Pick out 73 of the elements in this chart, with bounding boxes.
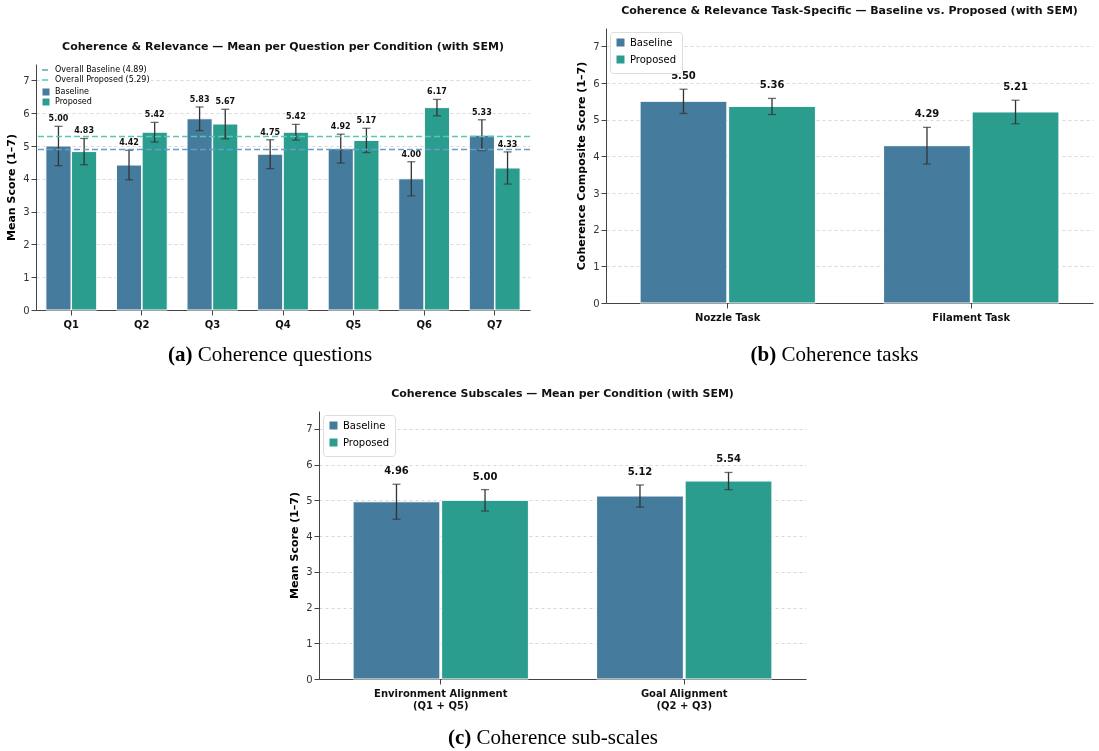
x-tick-label: Q4	[275, 318, 291, 330]
chart-title: Coherence & Relevance — Mean per Question per Condition (with SEM)	[62, 40, 504, 53]
y-tick-label: 4	[23, 173, 30, 185]
x-tick-label: Q5	[345, 318, 362, 330]
y-tick-label: 7	[23, 74, 30, 86]
legend-label: Proposed	[343, 436, 390, 448]
data-label: 5.17	[356, 116, 377, 126]
data-label: 5.54	[716, 453, 741, 465]
x-tick-label: Nozzle Task	[695, 311, 761, 323]
x-tick-label: Q2	[134, 318, 150, 330]
data-label: 5.21	[1003, 81, 1028, 93]
chart-title: Coherence Subscales — Mean per Condition (with SEM)	[391, 387, 734, 400]
data-label: 4.00	[401, 149, 422, 159]
legend-label: Overall Baseline (4.89)	[55, 65, 147, 74]
data-label: 5.33	[472, 107, 492, 117]
y-tick-label: 5	[306, 494, 313, 506]
chart-title: Coherence & Relevance Task-Specific — Baseline vs. Proposed (with SEM)	[621, 4, 1078, 17]
data-label: 4.83	[74, 126, 94, 136]
x-tick-label: Q7	[486, 318, 503, 330]
y-tick-label: 7	[593, 40, 600, 52]
x-tick-label: Filament Task	[932, 311, 1011, 323]
y-tick-label: 2	[593, 224, 600, 236]
legend-label: Overall Proposed (5.29)	[55, 75, 150, 84]
y-tick-label: 6	[593, 77, 600, 89]
y-tick-label: 7	[306, 423, 313, 435]
y-tick-label: 5	[23, 140, 30, 152]
y-tick-label: 1	[23, 271, 30, 283]
y-tick-label: 6	[23, 107, 30, 119]
y-tick-label: 3	[306, 566, 313, 578]
text: (c) Coherence sub-scales	[447, 725, 659, 750]
y-tick-label: 1	[306, 637, 313, 649]
data-label: 5.67	[215, 97, 236, 107]
text: (b) Coherence tasks	[749, 342, 920, 367]
x-tick-label: Q1	[63, 318, 80, 330]
data-label: 5.83	[189, 94, 210, 104]
y-tick-label: 6	[306, 459, 313, 471]
y-tick-label: 3	[593, 187, 600, 199]
legend-label: Baseline	[55, 87, 89, 96]
data-label: 5.00	[472, 470, 498, 482]
x-tick-label: Q6	[416, 318, 432, 330]
data-label: 4.92	[330, 122, 351, 132]
data-label: 5.36	[759, 79, 785, 91]
x-tick-label: Environment Alignment (Q1 + Q5)	[374, 687, 508, 711]
y-axis-title: Mean Score (1–7)	[5, 133, 19, 242]
y-tick-label: 5	[593, 114, 600, 126]
y-tick-label: 0	[23, 304, 30, 316]
y-tick-label: 1	[593, 260, 600, 272]
y-tick-label: 0	[593, 297, 600, 309]
y-tick-label: 3	[23, 206, 30, 218]
legend-label: Proposed	[630, 53, 677, 65]
data-label: 5.42	[285, 112, 306, 122]
data-label: 4.29	[914, 108, 940, 120]
y-tick-label: 0	[306, 673, 313, 685]
y-tick-label: 2	[23, 238, 30, 250]
legend-label: Baseline	[343, 419, 386, 431]
data-label: 4.33	[497, 139, 518, 149]
data-label: 5.00	[48, 114, 69, 124]
y-tick-label: 4	[593, 150, 600, 162]
data-label: 6.17	[427, 87, 447, 97]
text: (a) Coherence questions	[166, 342, 374, 367]
data-label: 5.12	[627, 465, 653, 477]
legend-label: Baseline	[630, 36, 673, 48]
y-axis-title: Coherence Composite Score (1–7)	[575, 61, 589, 271]
y-tick-label: 4	[306, 530, 313, 542]
x-tick-label: Goal Alignment (Q2 + Q3)	[640, 687, 728, 711]
data-label: 5.42	[144, 110, 165, 120]
data-label: 4.42	[119, 138, 139, 148]
data-label: 4.75	[260, 127, 281, 137]
y-axis-title: Mean Score (1–7)	[288, 491, 302, 600]
data-label: 4.96	[384, 465, 409, 477]
legend-label: Proposed	[55, 97, 92, 106]
x-tick-label: Q3	[204, 318, 221, 330]
y-tick-label: 2	[306, 602, 313, 614]
